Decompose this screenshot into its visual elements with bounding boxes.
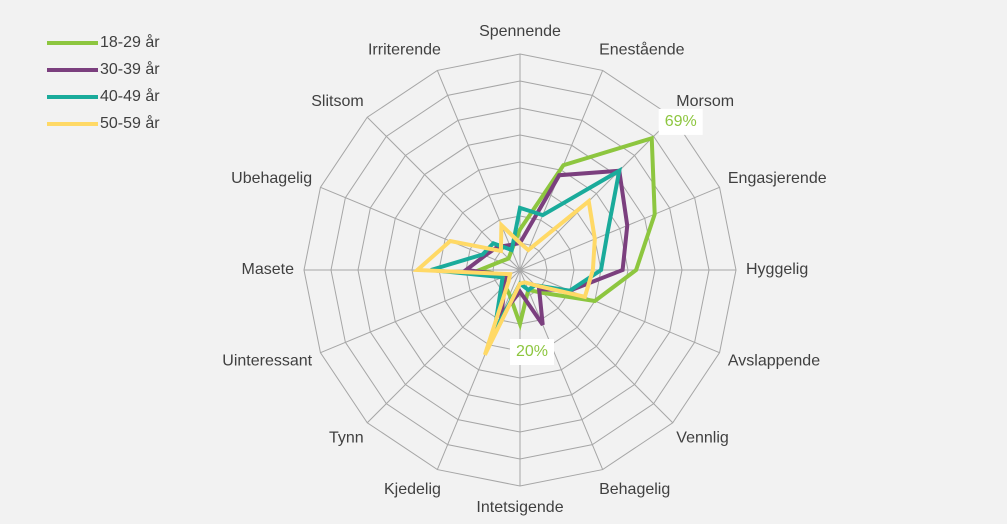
axis-label: Slitsom <box>311 93 363 110</box>
axis-label: Enestående <box>599 40 685 58</box>
spoke <box>519 269 720 354</box>
spoke <box>519 269 604 470</box>
axis-label: Behagelig <box>599 481 670 498</box>
axis-label: Intetsigende <box>476 499 563 516</box>
spoke <box>519 116 674 271</box>
spoke <box>519 269 674 424</box>
legend-label: 18-29 år <box>100 33 160 51</box>
data-label-box <box>658 108 703 135</box>
spoke <box>519 186 720 271</box>
axis-label: Spennende <box>479 23 561 40</box>
spoke <box>436 70 521 271</box>
axis-label: Avslappende <box>728 352 820 369</box>
series-line <box>412 197 597 356</box>
axis-label: Uinteressant <box>222 352 312 369</box>
axis-label: Tynn <box>329 430 364 447</box>
axis-label: Masete <box>242 261 295 278</box>
data-label: 20% <box>516 343 548 360</box>
spoke <box>436 269 521 470</box>
data-label-box <box>510 339 554 365</box>
axis-label: Engasjerende <box>728 170 827 187</box>
legend-label: 50-59 år <box>100 114 160 132</box>
legend-label: 40-49 år <box>100 87 160 105</box>
series-line <box>472 135 657 331</box>
series-line <box>460 168 630 327</box>
axis-label: Hyggelig <box>746 261 808 278</box>
legend-label: 30-39 år <box>100 60 160 78</box>
axis-label: Irriterende <box>368 41 441 58</box>
data-label: 69% <box>665 113 697 130</box>
axis-label: Vennlig <box>676 430 729 447</box>
spoke <box>320 269 521 354</box>
axis-label: Kjedelig <box>384 481 441 498</box>
axis-label: Ubehagelig <box>231 170 312 187</box>
spoke <box>366 269 521 424</box>
axis-label: Morsom <box>676 93 734 110</box>
